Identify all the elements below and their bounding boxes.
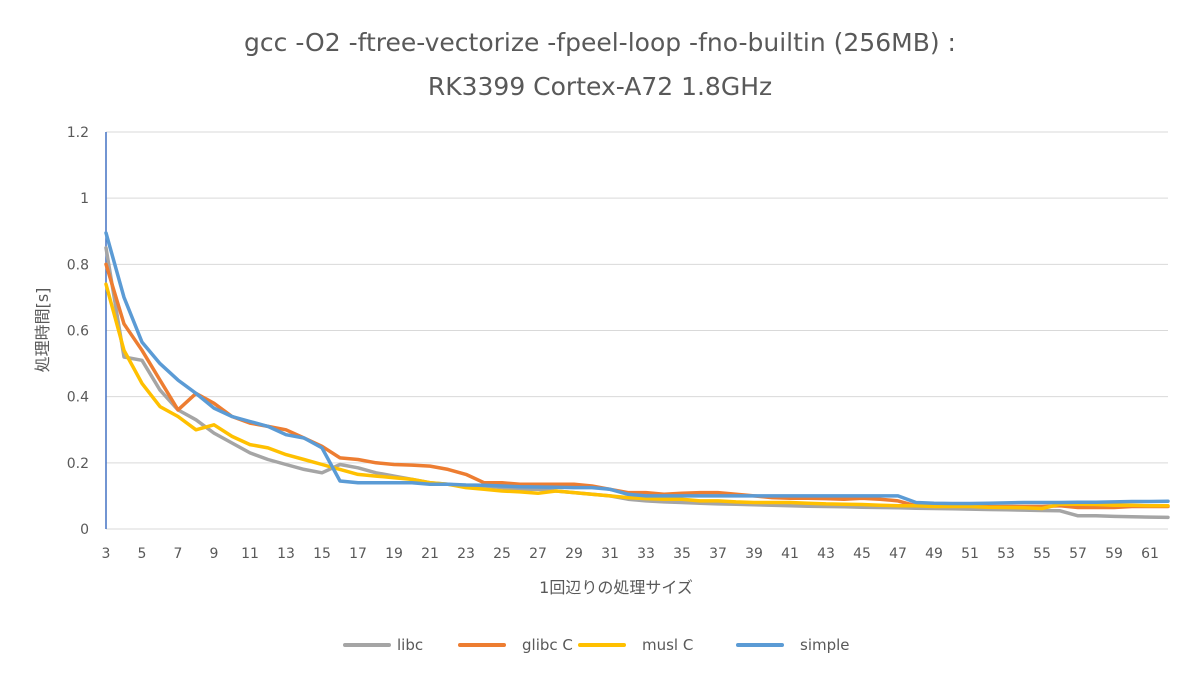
x-tick-label: 55 bbox=[1033, 546, 1051, 562]
x-tick-label: 43 bbox=[817, 546, 835, 562]
x-tick-label: 15 bbox=[313, 546, 331, 562]
x-tick-label: 61 bbox=[1141, 546, 1159, 562]
gridlines bbox=[106, 131, 1168, 530]
y-tick-label: 0.2 bbox=[67, 456, 89, 472]
y-tick-label: 0.6 bbox=[67, 324, 89, 340]
x-tick-label: 3 bbox=[102, 546, 111, 562]
x-tick-label: 57 bbox=[1069, 546, 1087, 562]
x-tick-label: 35 bbox=[673, 546, 691, 562]
y-tick-label: 1.2 bbox=[67, 125, 89, 141]
x-tick-label: 23 bbox=[457, 546, 475, 562]
x-tick-label: 39 bbox=[745, 546, 763, 562]
series-line-glibc-c bbox=[104, 262, 1170, 510]
x-tick-label: 13 bbox=[277, 546, 295, 562]
axes: 00.20.40.60.811.23 5 7 9 11 13 15 17 19 21 23 25 27 2… bbox=[67, 125, 1159, 562]
x-tick-label: 51 bbox=[961, 546, 979, 562]
x-tick-label: 45 bbox=[853, 546, 871, 562]
legend-label: libc bbox=[397, 636, 423, 654]
y-tick-label: 1 bbox=[80, 191, 89, 207]
x-tick-label: 21 bbox=[421, 546, 439, 562]
y-tick-label: 0.4 bbox=[67, 390, 89, 406]
legend-item-glibc-c: glibc C bbox=[458, 636, 573, 654]
x-tick-label: 31 bbox=[601, 546, 619, 562]
legend-label: glibc C bbox=[522, 636, 573, 654]
legend-item-libc: libc bbox=[343, 636, 423, 654]
x-tick-label: 7 bbox=[174, 546, 183, 562]
x-tick-label: 49 bbox=[925, 546, 943, 562]
x-tick-label: 53 bbox=[997, 546, 1015, 562]
x-tick-label: 9 bbox=[210, 546, 219, 562]
legend-label: musl C bbox=[642, 636, 693, 654]
series-line-musl-c bbox=[104, 282, 1170, 511]
y-tick-label: 0 bbox=[80, 522, 89, 538]
x-tick-label: 5 bbox=[138, 546, 147, 562]
series-line-simple bbox=[104, 231, 1170, 506]
x-tick-label: 25 bbox=[493, 546, 511, 562]
x-tick-label: 59 bbox=[1105, 546, 1123, 562]
x-tick-label: 33 bbox=[637, 546, 655, 562]
x-tick-label: 29 bbox=[565, 546, 583, 562]
x-tick-label: 41 bbox=[781, 546, 799, 562]
y-tick-label: 0.8 bbox=[67, 257, 89, 273]
legend-item-musl-c: musl C bbox=[578, 636, 693, 654]
chart-title-line-2: RK3399 Cortex-A72 1.8GHz bbox=[428, 72, 772, 101]
x-tick-label: 19 bbox=[385, 546, 403, 562]
y-axis-title: 処理時間[s] bbox=[33, 288, 52, 373]
legend: libc glibc C musl C simple bbox=[343, 636, 850, 654]
series-line-libc bbox=[104, 246, 1170, 520]
x-tick-label: 47 bbox=[889, 546, 907, 562]
x-tick-label: 27 bbox=[529, 546, 547, 562]
legend-item-simple: simple bbox=[736, 636, 850, 654]
x-tick-label: 11 bbox=[241, 546, 259, 562]
x-axis-title: 1回辺りの処理サイズ bbox=[539, 578, 693, 597]
x-tick-label: 17 bbox=[349, 546, 367, 562]
chart-title-line-1: gcc -O2 -ftree-vectorize -fpeel-loop -fn… bbox=[244, 28, 956, 57]
series-lines bbox=[104, 231, 1170, 520]
legend-label: simple bbox=[800, 636, 850, 654]
x-tick-label: 37 bbox=[709, 546, 727, 562]
